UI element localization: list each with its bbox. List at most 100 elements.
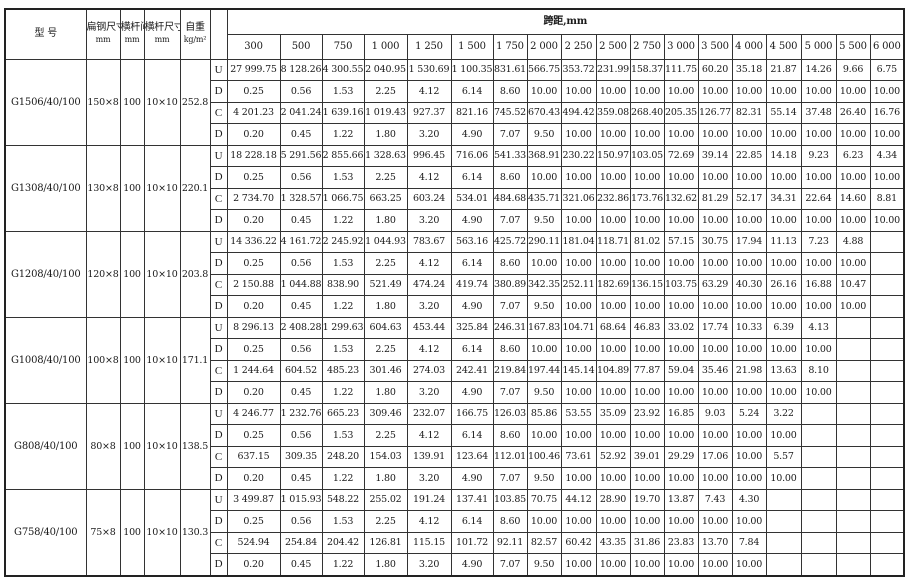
load-type-header <box>209 8 228 60</box>
value-cell: 4.12 <box>406 510 452 533</box>
value-cell: 4.88 <box>835 230 871 253</box>
value-cell: 9.50 <box>526 381 562 404</box>
value-cell: 927.37 <box>406 101 452 124</box>
value-cell: 39.14 <box>697 144 733 167</box>
value-cell: 19.70 <box>629 488 665 511</box>
value-cell: 10.00 <box>663 166 699 189</box>
model-cell: G1008/40/100 <box>4 316 87 404</box>
value-cell: 637.15 <box>226 445 281 468</box>
value-cell: 474.24 <box>406 273 452 296</box>
value-cell: 1.53 <box>321 166 365 189</box>
value-cell: 9.50 <box>526 295 562 318</box>
value-cell: 1 639.16 <box>321 101 365 124</box>
weight-header: 自重 kg/m² <box>179 8 211 60</box>
value-cell: 10.00 <box>526 252 562 275</box>
span-header-cell: 2 250 <box>560 33 597 60</box>
value-cell: 566.75 <box>526 58 562 81</box>
table-row: D 0.20 0.45 1.22 1.80 3.20 4.90 7.07 9.50 10.00 10… <box>5 209 905 232</box>
value-cell: 219.84 <box>492 359 528 382</box>
value-cell: 0.45 <box>279 467 323 490</box>
weight-cell: 252.8 <box>179 58 211 146</box>
value-cell: 21.98 <box>731 359 767 382</box>
value-cell: 524.94 <box>226 531 281 554</box>
value-cell: 40.30 <box>731 273 767 296</box>
value-cell: 1.22 <box>321 295 365 318</box>
model-cell: G758/40/100 <box>4 488 87 576</box>
value-cell <box>800 553 837 576</box>
value-cell: 0.45 <box>279 123 323 146</box>
value-cell: 0.25 <box>226 80 281 103</box>
load-type-label: U <box>209 316 228 339</box>
value-cell: 10.00 <box>731 166 767 189</box>
value-cell: 26.40 <box>835 101 871 124</box>
value-cell: 1.53 <box>321 510 365 533</box>
value-cell: 2 041.24 <box>279 101 323 124</box>
value-cell: 173.76 <box>629 187 665 210</box>
bar-spacing-header: 横杆间距mm <box>119 8 145 60</box>
value-cell: 10.00 <box>663 424 699 447</box>
value-cell: 10.00 <box>869 166 905 189</box>
value-cell: 23.83 <box>663 531 699 554</box>
value-cell: 1.22 <box>321 209 365 232</box>
value-cell: 342.35 <box>526 273 562 296</box>
value-cell: 8 128.26 <box>279 58 323 81</box>
value-cell: 70.75 <box>526 488 562 511</box>
value-cell: 181.04 <box>560 230 597 253</box>
value-cell <box>835 424 871 447</box>
value-cell: 521.49 <box>363 273 408 296</box>
value-cell: 1 244.64 <box>226 359 281 382</box>
value-cell: 1 066.75 <box>321 187 365 210</box>
value-cell: 10.00 <box>731 295 767 318</box>
value-cell: 7.07 <box>492 467 528 490</box>
value-cell: 2.25 <box>363 252 408 275</box>
value-cell: 10.00 <box>560 80 597 103</box>
value-cell: 126.81 <box>363 531 408 554</box>
value-cell: 10.00 <box>731 80 767 103</box>
value-cell: 359.08 <box>595 101 631 124</box>
span-header-cell: 2 750 <box>629 33 665 60</box>
value-cell: 231.99 <box>595 58 631 81</box>
value-cell: 39.01 <box>629 445 665 468</box>
value-cell: 53.55 <box>560 402 597 425</box>
value-cell: 9.50 <box>526 553 562 576</box>
table-row: G1308/40/100 130×8 100 10×10 220.1 U 18 228.18… <box>4 144 905 232</box>
value-cell: 0.45 <box>279 381 323 404</box>
value-cell: 0.56 <box>279 338 323 361</box>
value-cell: 309.46 <box>363 402 408 425</box>
value-cell: 9.66 <box>835 58 871 81</box>
value-cell: 0.25 <box>226 166 281 189</box>
table-row: D 0.20 0.45 1.22 1.80 3.20 4.90 7.07 9.50 10.00 10… <box>5 123 905 146</box>
value-cell: 52.92 <box>595 445 631 468</box>
value-cell <box>869 295 905 318</box>
value-cell: 104.71 <box>560 316 597 339</box>
value-cell: 26.16 <box>765 273 802 296</box>
value-cell: 232.86 <box>595 187 631 210</box>
value-cell: 10.00 <box>560 295 597 318</box>
flat-steel-label: 扁钢尺寸 <box>86 22 119 34</box>
value-cell: 1 530.69 <box>406 58 452 81</box>
value-cell: 10.00 <box>731 467 767 490</box>
bar-size-cell: 10×10 <box>143 488 181 576</box>
value-cell: 10.00 <box>731 123 767 146</box>
value-cell: 8.81 <box>869 187 905 210</box>
span-header-cell: 2 000 <box>526 33 562 60</box>
value-cell: 103.75 <box>663 273 699 296</box>
table-row: C 524.94 254.84 204.42 126.81 115.15 101.72 92.… <box>5 531 905 554</box>
value-cell: 10.00 <box>835 209 871 232</box>
value-cell: 0.45 <box>279 295 323 318</box>
load-type-label: D <box>209 424 228 447</box>
value-cell: 13.87 <box>663 488 699 511</box>
value-cell: 4.12 <box>406 80 452 103</box>
value-cell: 10.00 <box>663 252 699 275</box>
value-cell: 21.87 <box>765 58 802 81</box>
model-header-label: 型 号 <box>34 28 58 40</box>
value-cell: 1.53 <box>321 80 365 103</box>
value-cell: 191.24 <box>406 488 452 511</box>
value-cell: 485.23 <box>321 359 365 382</box>
value-cell: 0.20 <box>226 553 281 576</box>
table-row: G1506/40/100 150×8 100 10×10 252.8 U 27 999.75… <box>4 58 905 146</box>
value-cell: 14.26 <box>800 58 837 81</box>
value-cell: 6.14 <box>450 424 494 447</box>
